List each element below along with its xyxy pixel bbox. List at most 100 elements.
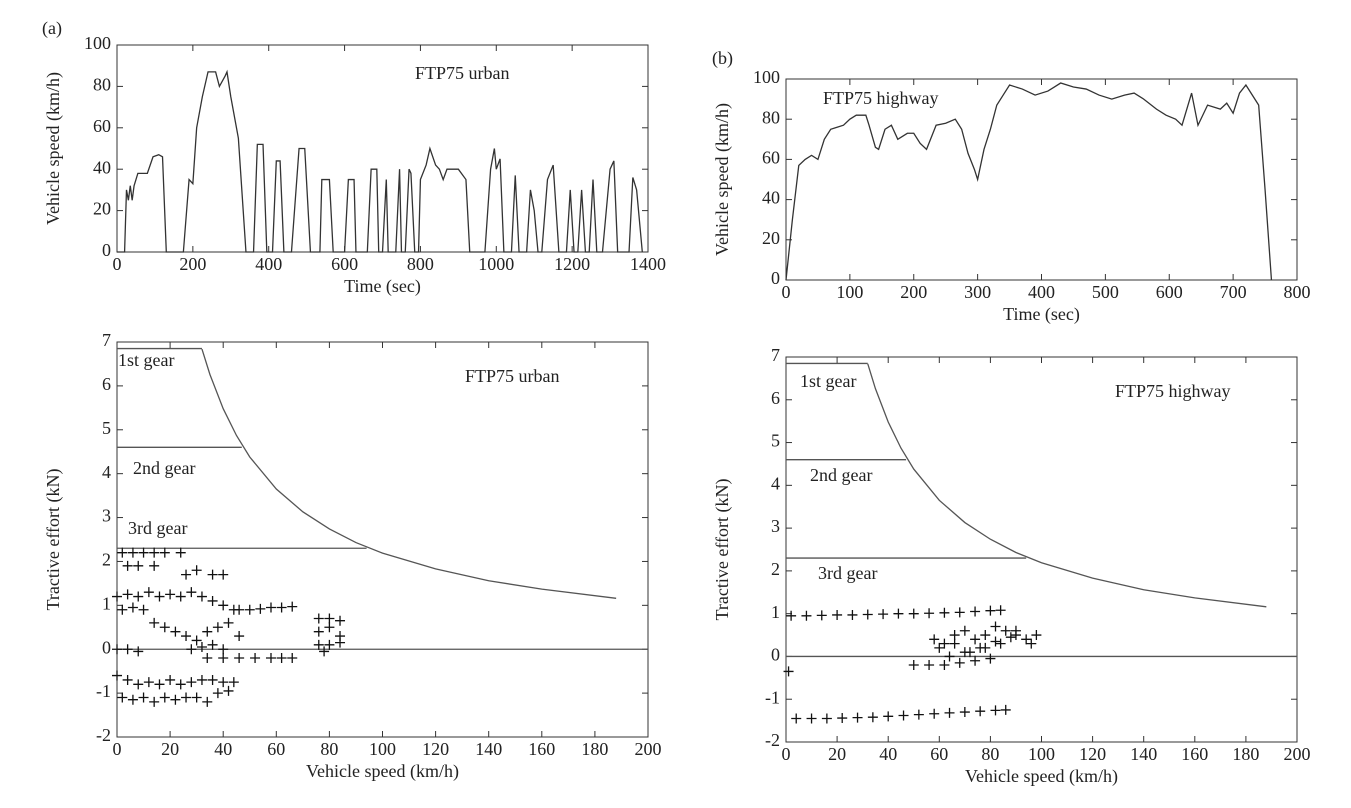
point (276, 653, 287, 663)
y-tick-label: 0 (102, 240, 111, 260)
point (1031, 630, 1042, 641)
point (985, 653, 996, 664)
point (250, 653, 261, 663)
point (959, 707, 970, 718)
point (276, 602, 287, 613)
x-tick-label: 500 (1092, 282, 1119, 302)
point (117, 547, 128, 558)
point (324, 639, 335, 650)
y-tick-label: 40 (762, 188, 780, 208)
point (122, 644, 133, 655)
x-tick-label: 180 (1232, 744, 1259, 764)
x-tick-label: 160 (1181, 744, 1208, 764)
point (975, 642, 986, 653)
point (202, 653, 213, 663)
point (186, 587, 197, 598)
point (265, 653, 276, 663)
point (112, 591, 122, 602)
point (949, 638, 960, 649)
speed-line (785, 82, 1273, 281)
point (265, 602, 276, 613)
x-tick-label: 200 (1284, 744, 1311, 764)
point (939, 607, 950, 618)
y-tick-label: 80 (93, 75, 111, 95)
annotation: 1st gear (118, 350, 174, 370)
point (186, 677, 197, 688)
point (207, 595, 218, 606)
x-tick-label: 300 (964, 282, 991, 302)
point (908, 660, 919, 670)
point (990, 705, 1001, 716)
point (898, 710, 909, 721)
point (801, 610, 812, 621)
point (138, 692, 149, 703)
point (218, 569, 229, 580)
point (335, 615, 346, 626)
point (954, 657, 965, 668)
point (196, 591, 207, 602)
x-axis-label: Vehicle speed (km/h) (965, 766, 1118, 787)
point (985, 605, 996, 616)
y-tick-label: 20 (93, 199, 111, 219)
x-tick-label: 800 (1284, 282, 1311, 302)
point (202, 626, 213, 637)
x-tick-label: 0 (782, 282, 791, 302)
point (196, 642, 207, 653)
point (806, 713, 817, 724)
point (924, 608, 935, 619)
point (995, 638, 1006, 649)
panel-label: (a) (42, 18, 62, 39)
point (944, 707, 955, 718)
point (127, 602, 138, 613)
point (159, 547, 170, 558)
point (319, 646, 330, 657)
point (867, 712, 878, 723)
point (234, 631, 245, 642)
point (154, 591, 165, 602)
point (990, 621, 1001, 632)
y-tick-label: 6 (771, 388, 780, 408)
point (990, 636, 1001, 647)
speed-line (117, 69, 643, 253)
point (980, 630, 991, 641)
y-tick-label: 2 (771, 559, 780, 579)
point (313, 626, 324, 637)
x-tick-label: 140 (475, 739, 502, 759)
x-tick-label: 20 (161, 739, 179, 759)
y-tick-label: 5 (771, 431, 780, 451)
point (181, 631, 192, 642)
point (234, 604, 245, 615)
point (149, 560, 160, 571)
point (133, 679, 144, 690)
x-tick-label: 1000 (478, 254, 514, 274)
point (191, 635, 202, 646)
x-tick-label: 180 (581, 739, 608, 759)
gear-line (867, 363, 1267, 608)
point (117, 692, 128, 703)
point (324, 613, 335, 624)
point (112, 670, 122, 681)
y-tick-label: 80 (762, 107, 780, 127)
point (939, 638, 950, 649)
point (165, 589, 176, 600)
point (112, 644, 122, 655)
point (181, 692, 192, 703)
y-axis-label: Vehicle speed (km/h) (43, 72, 64, 225)
x-axis-label: Vehicle speed (km/h) (306, 761, 459, 782)
point (791, 713, 802, 724)
point (122, 674, 133, 685)
point (934, 642, 945, 653)
point (159, 622, 170, 633)
point (837, 713, 848, 724)
x-tick-label: 100 (369, 739, 396, 759)
point (821, 713, 832, 724)
x-tick-label: 80 (320, 739, 338, 759)
point (149, 617, 160, 628)
point (175, 591, 186, 602)
annotation: 1st gear (800, 371, 856, 391)
point (1000, 625, 1011, 636)
point (138, 604, 149, 615)
point (786, 610, 797, 621)
